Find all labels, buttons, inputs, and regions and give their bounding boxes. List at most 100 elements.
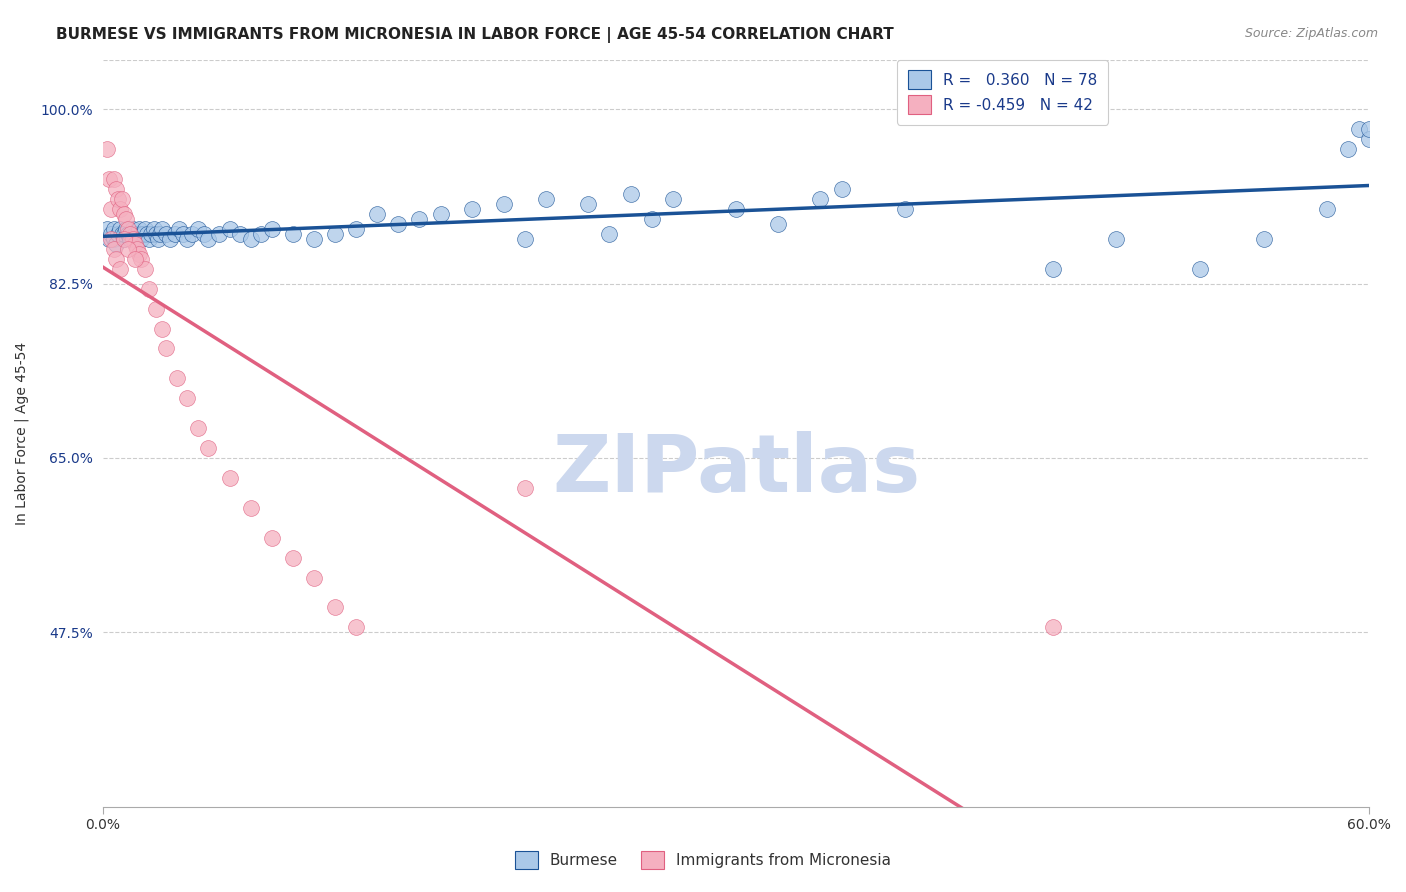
Point: [159, 232, 181, 246]
Text: ZIPatlas: ZIPatlas: [553, 432, 920, 509]
Point: [281, 227, 304, 241]
Point: [387, 217, 409, 231]
Point: [103, 232, 125, 246]
Point: [124, 232, 146, 246]
Text: BURMESE VS IMMIGRANTS FROM MICRONESIA IN LABOR FORCE | AGE 45-54 CORRELATION CHA: BURMESE VS IMMIGRANTS FROM MICRONESIA IN…: [56, 27, 894, 43]
Point: [112, 227, 135, 241]
Point: [408, 211, 430, 226]
Point: [513, 232, 536, 246]
Point: [112, 207, 135, 221]
Point: [146, 232, 169, 246]
Point: [112, 232, 135, 246]
Point: [138, 232, 160, 246]
Point: [129, 227, 152, 241]
Point: [117, 227, 139, 241]
Point: [831, 182, 853, 196]
Point: [134, 222, 156, 236]
Point: [810, 192, 832, 206]
Point: [534, 192, 557, 206]
Point: [124, 252, 146, 266]
Point: [1042, 261, 1064, 276]
Point: [166, 371, 188, 385]
Point: [513, 481, 536, 495]
Point: [323, 600, 346, 615]
Point: [117, 242, 139, 256]
Point: [366, 207, 388, 221]
Point: [1253, 232, 1275, 246]
Point: [193, 227, 215, 241]
Point: [187, 421, 209, 435]
Point: [128, 222, 150, 236]
Point: [136, 227, 159, 241]
Point: [98, 172, 121, 186]
Point: [1337, 142, 1360, 156]
Point: [108, 222, 131, 236]
Point: [134, 261, 156, 276]
Point: [98, 232, 121, 246]
Point: [163, 227, 186, 241]
Point: [96, 142, 118, 156]
Point: [492, 197, 515, 211]
Point: [145, 301, 167, 316]
Point: [117, 222, 139, 236]
Point: [766, 217, 789, 231]
Point: [576, 197, 599, 211]
Point: [108, 261, 131, 276]
Point: [260, 531, 283, 545]
Point: [107, 227, 129, 241]
Point: [121, 222, 143, 236]
Point: [128, 247, 150, 261]
Point: [1358, 132, 1381, 146]
Point: [111, 227, 134, 241]
Point: [107, 192, 129, 206]
Point: [120, 227, 142, 241]
Point: [120, 232, 142, 246]
Point: [461, 202, 484, 216]
Point: [121, 232, 143, 246]
Point: [167, 222, 190, 236]
Point: [124, 236, 146, 251]
Point: [619, 187, 641, 202]
Point: [208, 227, 231, 241]
Y-axis label: In Labor Force | Age 45-54: In Labor Force | Age 45-54: [15, 342, 30, 524]
Point: [124, 227, 146, 241]
Point: [661, 192, 683, 206]
Point: [218, 471, 240, 485]
Point: [176, 232, 198, 246]
Point: [239, 232, 262, 246]
Point: [229, 227, 252, 241]
Point: [108, 202, 131, 216]
Point: [125, 227, 148, 241]
Point: [141, 227, 163, 241]
Point: [104, 182, 127, 196]
Point: [1347, 122, 1369, 136]
Point: [1105, 232, 1128, 246]
Point: [125, 242, 148, 256]
Point: [149, 227, 172, 241]
Point: [150, 321, 173, 335]
Point: [145, 227, 167, 241]
Point: [724, 202, 747, 216]
Point: [429, 207, 451, 221]
Point: [103, 222, 125, 236]
Point: [197, 441, 219, 455]
Point: [598, 227, 620, 241]
Point: [103, 172, 125, 186]
Text: Source: ZipAtlas.com: Source: ZipAtlas.com: [1244, 27, 1378, 40]
Point: [96, 222, 118, 236]
Point: [302, 570, 325, 584]
Point: [197, 232, 219, 246]
Point: [250, 227, 273, 241]
Point: [112, 232, 135, 246]
Point: [150, 222, 173, 236]
Point: [1042, 620, 1064, 634]
Legend: Burmese, Immigrants from Micronesia: Burmese, Immigrants from Micronesia: [509, 845, 897, 875]
Point: [894, 202, 917, 216]
Point: [100, 227, 122, 241]
Point: [129, 252, 152, 266]
Point: [138, 282, 160, 296]
Point: [100, 202, 122, 216]
Point: [323, 227, 346, 241]
Point: [104, 252, 127, 266]
Point: [344, 222, 367, 236]
